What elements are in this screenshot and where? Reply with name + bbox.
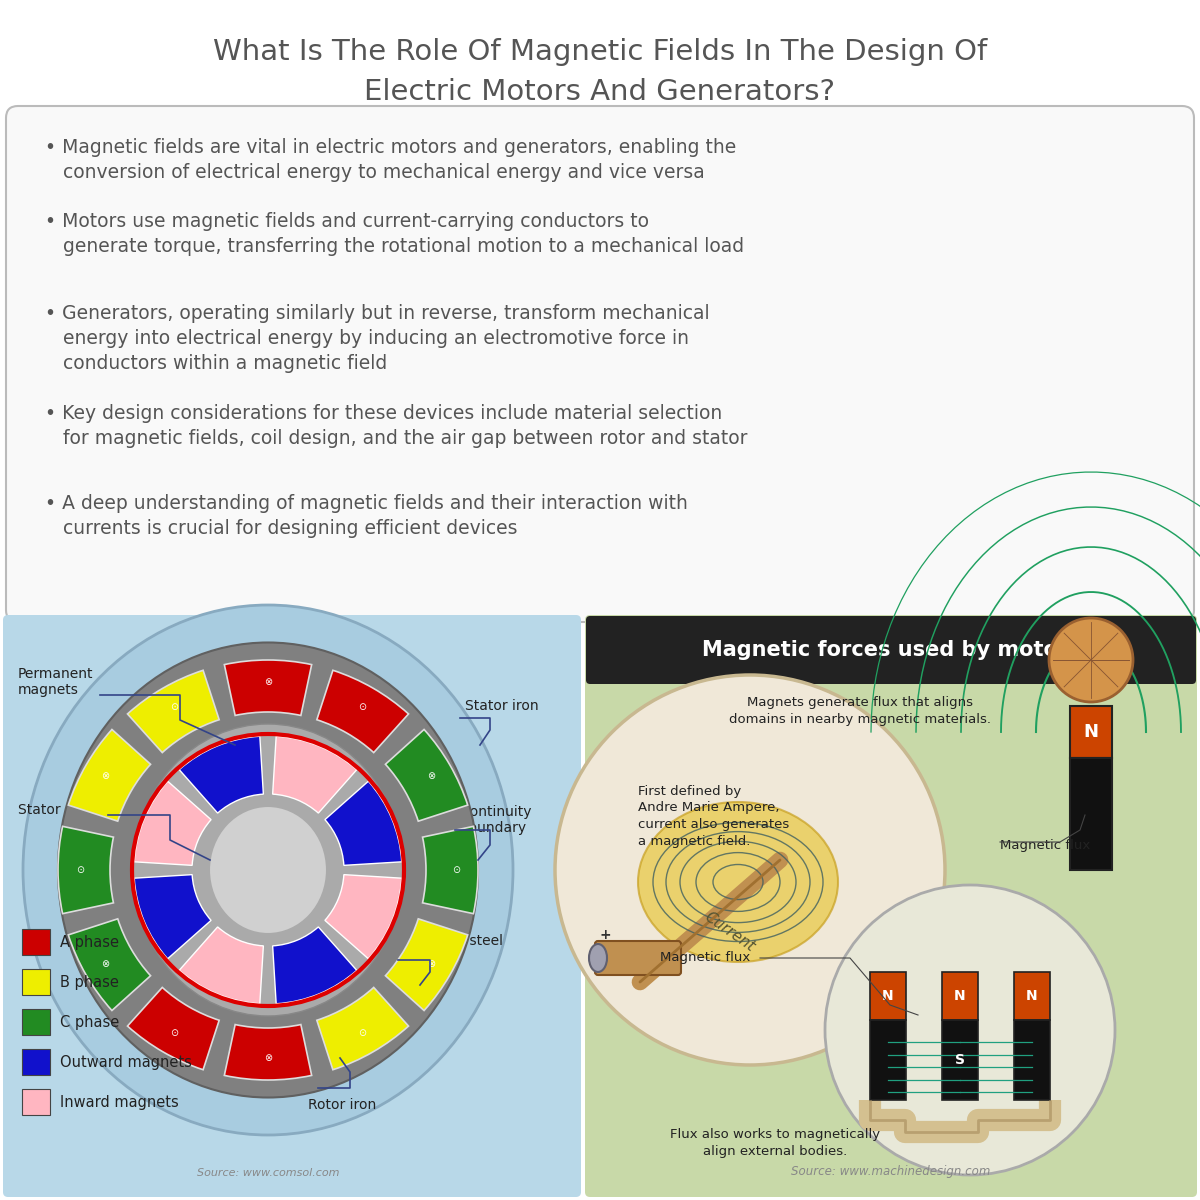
Circle shape: [826, 886, 1115, 1175]
Text: Source: www.machinedesign.com: Source: www.machinedesign.com: [791, 1165, 991, 1178]
Text: ⊙: ⊙: [452, 865, 460, 875]
Circle shape: [554, 674, 946, 1066]
Text: Magnets generate flux that aligns
domains in nearby magnetic materials.: Magnets generate flux that aligns domain…: [730, 696, 991, 726]
Text: Magnetic flux: Magnetic flux: [660, 952, 750, 965]
Wedge shape: [325, 781, 402, 865]
Text: • Generators, operating similarly but in reverse, transform mechanical
   energy: • Generators, operating similarly but in…: [46, 304, 709, 373]
Text: Current: Current: [702, 910, 758, 955]
Wedge shape: [224, 660, 312, 715]
Bar: [870, 1020, 906, 1100]
Bar: [22, 970, 50, 995]
Text: A phase: A phase: [60, 935, 119, 949]
Wedge shape: [422, 827, 478, 913]
Text: Rotor iron: Rotor iron: [308, 1098, 377, 1112]
Wedge shape: [134, 875, 211, 959]
Bar: [1070, 758, 1112, 870]
Wedge shape: [127, 671, 220, 752]
Bar: [22, 1090, 50, 1115]
Text: ⊗: ⊗: [264, 1054, 272, 1063]
Wedge shape: [134, 781, 211, 865]
Wedge shape: [127, 988, 220, 1069]
Text: N: N: [882, 989, 894, 1003]
Ellipse shape: [638, 802, 838, 962]
Ellipse shape: [58, 642, 478, 1098]
Text: ⊗: ⊗: [427, 770, 434, 781]
Wedge shape: [385, 919, 468, 1010]
Text: What Is The Role Of Magnetic Fields In The Design Of: What Is The Role Of Magnetic Fields In T…: [212, 38, 988, 66]
Text: Magnetic flux: Magnetic flux: [1000, 839, 1091, 852]
Text: S: S: [955, 1054, 965, 1067]
Wedge shape: [179, 926, 263, 1003]
Text: Flux also works to magnetically
align external bodies.: Flux also works to magnetically align ex…: [670, 1128, 880, 1158]
Text: ⊗: ⊗: [101, 959, 109, 970]
Text: First defined by
Andre Marie Ampere,
current also generates
a magnetic field.: First defined by Andre Marie Ampere, cur…: [638, 785, 790, 847]
Text: Permanent
magnets: Permanent magnets: [18, 667, 94, 697]
Bar: [22, 1049, 50, 1075]
Bar: [22, 929, 50, 955]
Wedge shape: [58, 827, 114, 913]
Wedge shape: [317, 671, 408, 752]
Text: N: N: [1026, 989, 1038, 1003]
Text: ⊙: ⊙: [170, 1028, 178, 1038]
Text: Outward magnets: Outward magnets: [60, 1055, 192, 1069]
Text: ⊗: ⊗: [264, 677, 272, 686]
Text: Electric Motors And Generators?: Electric Motors And Generators?: [365, 78, 835, 106]
Bar: [1014, 1020, 1050, 1100]
Wedge shape: [325, 875, 402, 959]
Text: Stator coils: Stator coils: [18, 803, 96, 817]
Text: ⊙: ⊙: [76, 865, 84, 875]
Text: Inward magnets: Inward magnets: [60, 1094, 179, 1110]
Text: Source: www.comsol.com: Source: www.comsol.com: [197, 1168, 340, 1178]
FancyBboxPatch shape: [586, 616, 1196, 684]
Text: • A deep understanding of magnetic fields and their interaction with
   currents: • A deep understanding of magnetic field…: [46, 494, 688, 538]
Bar: [870, 972, 906, 1020]
FancyBboxPatch shape: [2, 614, 581, 1198]
FancyBboxPatch shape: [6, 106, 1194, 622]
Ellipse shape: [589, 944, 607, 972]
Text: C phase: C phase: [60, 1014, 119, 1030]
Bar: [1070, 706, 1112, 758]
Wedge shape: [224, 1025, 312, 1080]
Ellipse shape: [209, 806, 326, 934]
FancyBboxPatch shape: [586, 614, 1198, 1198]
Ellipse shape: [209, 806, 326, 934]
Ellipse shape: [23, 605, 514, 1135]
Text: • Key design considerations for these devices include material selection
   for : • Key design considerations for these de…: [46, 404, 748, 448]
Wedge shape: [68, 919, 150, 1010]
Text: N: N: [954, 989, 966, 1003]
Text: ⊗: ⊗: [101, 770, 109, 781]
Text: ⊙: ⊙: [358, 1028, 366, 1038]
Bar: [1014, 972, 1050, 1020]
Text: Continuity
Boundary: Continuity Boundary: [460, 805, 532, 835]
Wedge shape: [272, 737, 356, 814]
Bar: [942, 1020, 978, 1100]
Text: ⊗: ⊗: [427, 959, 434, 970]
Circle shape: [1049, 618, 1133, 702]
Text: ⊙: ⊙: [170, 702, 178, 712]
Text: ⊙: ⊙: [358, 702, 366, 712]
Text: B phase: B phase: [60, 974, 119, 990]
Bar: [942, 972, 978, 1020]
Text: Stainless steel: Stainless steel: [403, 934, 503, 948]
Text: • Motors use magnetic fields and current-carrying conductors to
   generate torq: • Motors use magnetic fields and current…: [46, 212, 744, 256]
FancyBboxPatch shape: [595, 941, 682, 974]
Text: Stator iron: Stator iron: [466, 698, 539, 713]
Ellipse shape: [133, 724, 403, 1016]
Text: Magnetic forces used by motors: Magnetic forces used by motors: [702, 640, 1080, 660]
Wedge shape: [272, 926, 356, 1003]
Wedge shape: [317, 988, 408, 1069]
Wedge shape: [68, 730, 150, 821]
Text: N: N: [1084, 722, 1098, 740]
Text: +: +: [599, 928, 611, 942]
Bar: [22, 1009, 50, 1034]
Wedge shape: [179, 737, 263, 814]
Text: • Magnetic fields are vital in electric motors and generators, enabling the
   c: • Magnetic fields are vital in electric …: [46, 138, 737, 182]
Wedge shape: [385, 730, 468, 821]
